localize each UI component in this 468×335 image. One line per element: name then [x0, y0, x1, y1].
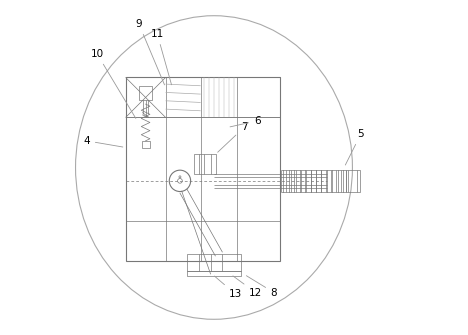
Text: 13: 13	[214, 276, 242, 299]
Bar	[142, 141, 150, 148]
Text: 8: 8	[246, 276, 278, 297]
Bar	[125, 77, 280, 118]
Text: 10: 10	[91, 49, 136, 118]
Bar	[187, 271, 241, 276]
Text: 9: 9	[136, 19, 165, 85]
Bar	[346, 170, 360, 192]
Bar	[187, 254, 241, 271]
Text: 12: 12	[233, 276, 262, 297]
Bar	[125, 77, 280, 261]
Text: 7: 7	[218, 123, 247, 152]
Text: 4: 4	[83, 136, 123, 147]
Bar	[139, 86, 152, 100]
Text: 5: 5	[345, 129, 364, 165]
Text: 6: 6	[230, 116, 261, 127]
Text: 11: 11	[151, 29, 172, 85]
Bar	[194, 154, 216, 174]
